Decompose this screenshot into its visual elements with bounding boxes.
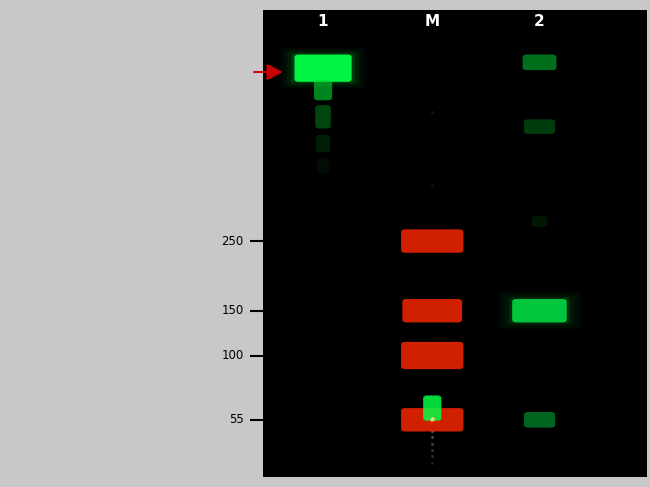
Text: 1: 1 [318, 15, 328, 29]
Bar [263, 10, 647, 477]
FancyBboxPatch shape [294, 55, 352, 82]
FancyBboxPatch shape [524, 119, 555, 134]
FancyBboxPatch shape [315, 105, 331, 129]
FancyBboxPatch shape [316, 135, 330, 152]
FancyBboxPatch shape [401, 408, 463, 431]
FancyBboxPatch shape [523, 55, 556, 70]
FancyBboxPatch shape [423, 395, 441, 421]
Text: 55: 55 [229, 413, 244, 426]
FancyBboxPatch shape [291, 53, 355, 83]
Text: 150: 150 [222, 304, 244, 317]
FancyBboxPatch shape [317, 158, 330, 173]
FancyBboxPatch shape [402, 299, 462, 322]
FancyBboxPatch shape [287, 51, 359, 85]
FancyBboxPatch shape [509, 298, 570, 324]
Text: 100: 100 [222, 349, 244, 362]
FancyBboxPatch shape [401, 342, 463, 369]
FancyArrow shape [254, 65, 281, 79]
Text: 2: 2 [534, 15, 545, 29]
Text: 250: 250 [222, 235, 244, 247]
FancyBboxPatch shape [532, 216, 547, 227]
Text: M: M [424, 15, 440, 29]
FancyBboxPatch shape [505, 296, 574, 326]
FancyBboxPatch shape [314, 80, 332, 100]
FancyBboxPatch shape [524, 412, 555, 428]
FancyBboxPatch shape [512, 299, 567, 322]
FancyBboxPatch shape [401, 229, 463, 253]
